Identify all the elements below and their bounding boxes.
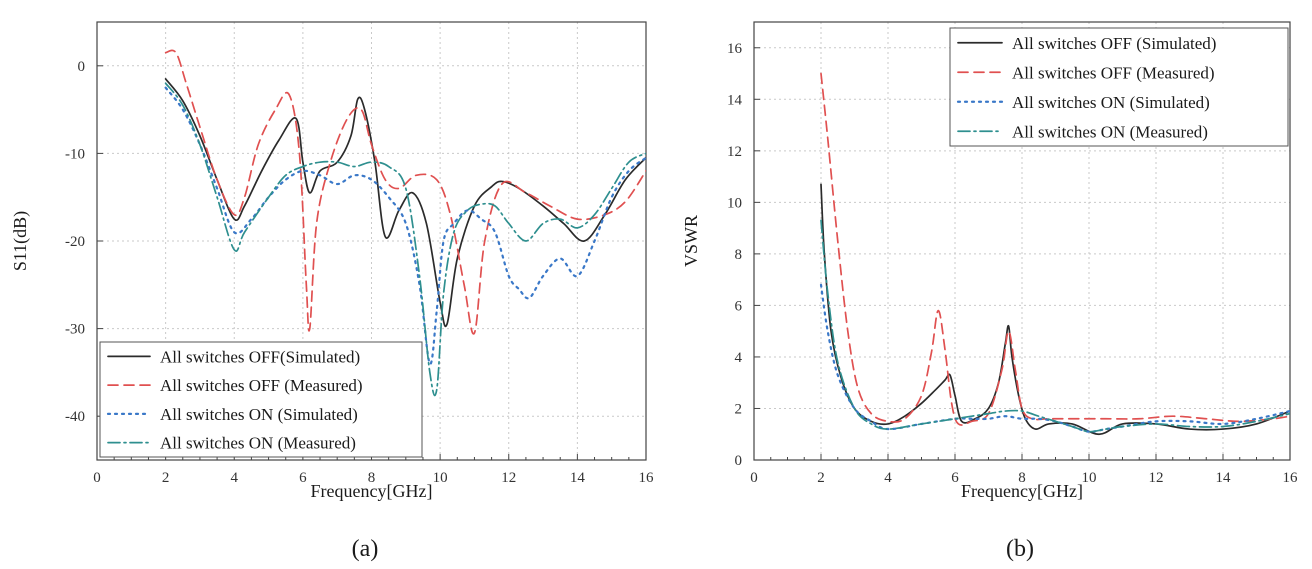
y-axis-title: VSWR — [681, 215, 701, 267]
x-tick-label: 0 — [750, 470, 758, 486]
legend-label-2: All switches OFF (Measured) — [1012, 63, 1215, 82]
series-line-1 — [820, 183, 1290, 436]
legend-box — [949, 27, 1289, 147]
x-tick-label: 2 — [162, 470, 170, 486]
x-tick-label: 16 — [639, 470, 655, 486]
y-tick-label: -30 — [65, 322, 85, 338]
legend-label-3: All switches ON (Simulated) — [1012, 93, 1210, 112]
legend-label-4: All switches ON (Measured) — [1012, 122, 1208, 141]
series-group — [819, 72, 1290, 436]
chart-caption: (a) — [352, 536, 379, 562]
x-tick-label: 14 — [570, 470, 586, 486]
y-tick-label: 2 — [735, 401, 743, 417]
legend-label-4: All switches ON (Measured) — [160, 434, 356, 453]
y-tick-label: 10 — [727, 195, 742, 211]
chart-vswr: 0 2 4 6 8 10 12 14 16 0 2 4 6 8 10 12 14 16 All switches O… — [681, 21, 1299, 562]
x-tick-label: 6 — [299, 470, 307, 486]
y-tick-label: 16 — [727, 41, 743, 57]
x-tick-label: 0 — [93, 470, 101, 486]
x-tick-label: 12 — [1149, 470, 1164, 486]
chart-caption: (b) — [1006, 536, 1034, 562]
y-tick-label: -20 — [65, 234, 85, 250]
x-axis-title: Frequency[GHz] — [961, 481, 1083, 501]
x-tick-label: 16 — [1283, 470, 1299, 486]
x-tick-label: 12 — [501, 470, 516, 486]
series-line-2 — [820, 72, 1290, 426]
series-line-3 — [819, 283, 1290, 433]
series-line-3 — [164, 86, 646, 365]
y-tick-label: 4 — [735, 350, 743, 366]
legend-label-2: All switches OFF (Measured) — [160, 376, 363, 395]
y-axis-title: S11(dB) — [10, 211, 31, 271]
legend-label-1: All switches OFF(Simulated) — [160, 347, 360, 366]
legend-box — [99, 341, 423, 458]
x-tick-label: 10 — [433, 470, 448, 486]
series-line-4 — [820, 219, 1290, 433]
series-group — [164, 49, 646, 397]
series-line-4 — [164, 82, 646, 397]
legend-label-1: All switches OFF (Simulated) — [1012, 34, 1216, 53]
series-line-2 — [164, 49, 646, 335]
y-tick-label: 0 — [735, 453, 743, 469]
x-tick-label: 6 — [951, 470, 959, 486]
x-tick-label: 14 — [1216, 470, 1232, 486]
y-tick-label: 12 — [727, 144, 742, 160]
y-tick-label: 14 — [727, 92, 743, 108]
chart-s11: 0 2 4 6 8 10 12 14 16 0 -10 -20 -30 -40 All switches O… — [10, 21, 655, 562]
x-tick-label: 8 — [1018, 470, 1026, 486]
y-tick-label: 8 — [735, 247, 743, 263]
legend: All switches OFF (Simulated) All switches… — [949, 27, 1289, 147]
x-tick-label: 4 — [884, 470, 892, 486]
x-tick-label: 10 — [1082, 470, 1097, 486]
x-tick-label: 2 — [817, 470, 825, 486]
x-axis-title: Frequency[GHz] — [311, 481, 433, 501]
x-tick-label: 4 — [231, 470, 239, 486]
y-tick-label: -40 — [65, 409, 85, 425]
legend-label-3: All switches ON (Simulated) — [160, 405, 358, 424]
x-tick-label: 8 — [368, 470, 376, 486]
series-line-1 — [164, 78, 646, 328]
y-tick-label: -10 — [65, 146, 85, 162]
y-tick-label: 6 — [735, 298, 743, 314]
y-tick-label: 0 — [78, 59, 86, 75]
legend: All switches OFF(Simulated) All switches … — [99, 341, 423, 458]
